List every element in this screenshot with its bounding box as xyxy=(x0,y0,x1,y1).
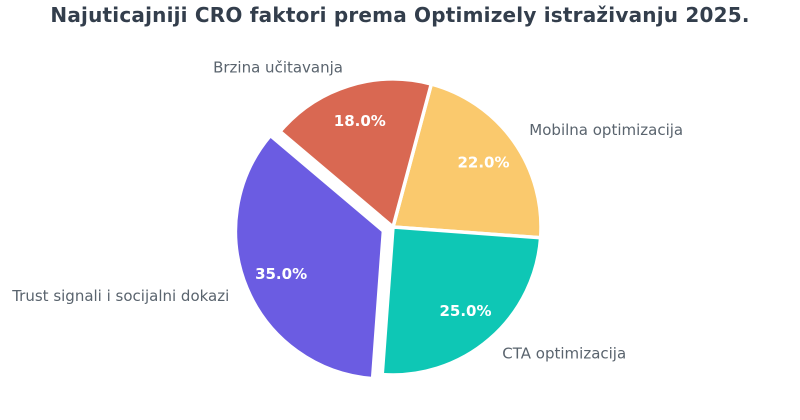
pie-slice-category-label-3: Brzina učitavanja xyxy=(213,58,343,76)
pie-slice-category-label-1: CTA optimizacija xyxy=(502,345,626,363)
pie-slice-1 xyxy=(380,225,543,377)
pie-slice-pct-label-1: 25.0% xyxy=(439,302,491,320)
pie-slice-pct-label-3: 18.0% xyxy=(334,112,386,130)
pie-slice-0 xyxy=(391,82,543,240)
pie-slice-2 xyxy=(233,133,386,381)
pie-slice-category-label-0: Mobilna optimizacija xyxy=(529,121,683,139)
pie-slice-3 xyxy=(278,77,434,229)
pie-slice-pct-label-0: 22.0% xyxy=(457,154,509,172)
pie-slice-category-label-2: Trust signali i socijalni dokazi xyxy=(11,287,229,305)
chart-title: Najuticajniji CRO faktori prema Optimize… xyxy=(50,3,750,27)
pie-slice-pct-label-2: 35.0% xyxy=(255,265,307,283)
